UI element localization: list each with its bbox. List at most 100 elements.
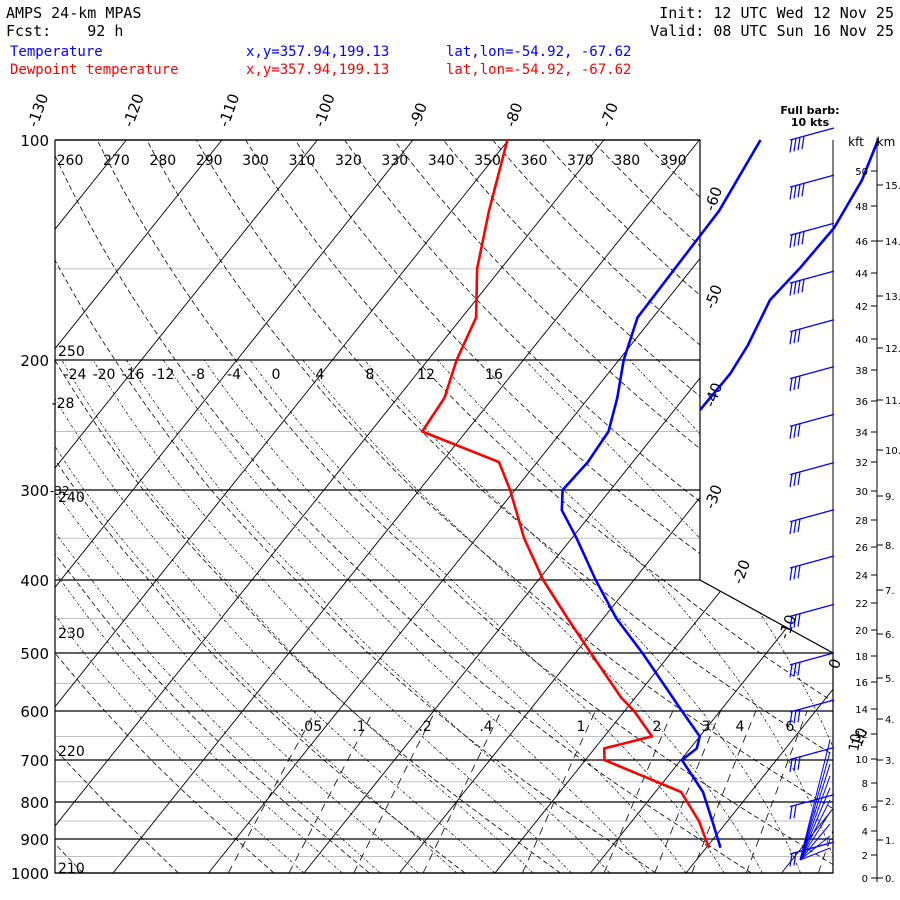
kft-tick-label: 42 (855, 302, 868, 313)
wind-barb (789, 413, 835, 439)
kft-tick-label: 28 (855, 516, 868, 527)
mixing-ratio-label: .05 (300, 719, 322, 735)
moist-adiabat-line (61, 359, 534, 873)
moist-adiabat-label: 0 (272, 367, 281, 383)
kft-tick-label: 8 (862, 779, 868, 790)
pressure-tick-label: 600 (20, 703, 49, 721)
sounding-series (420, 139, 762, 849)
wind-barb-flag (789, 567, 793, 581)
mixing-ratio-line (288, 710, 374, 873)
kft-tick-label: 2 (862, 851, 868, 862)
wind-barb-flag (789, 234, 793, 248)
kft-tick-label: 6 (862, 803, 868, 814)
km-tick-label: 11. (885, 396, 900, 407)
kft-tick-label: 40 (855, 335, 868, 346)
wind-barb-staff (789, 319, 835, 333)
kft-tick-label: 26 (855, 543, 868, 554)
wind-barb-flag (789, 664, 793, 678)
mixing-ratio-line (422, 710, 502, 873)
wind-barb (789, 222, 835, 248)
wind-barb-flag (797, 328, 801, 343)
wind-barb-staff (789, 413, 835, 427)
wind-barb-low (799, 775, 831, 861)
wind-barb-flag (797, 137, 801, 151)
kft-tick-label: 18 (855, 652, 868, 663)
wind-barb-low (799, 835, 831, 861)
wind-barb-flag (797, 232, 801, 246)
wind-barb-flag (793, 566, 797, 580)
kft-label: kft (848, 135, 864, 149)
kft-tick-label: 16 (855, 678, 868, 689)
mixing-ratio-label: 1 (577, 719, 586, 735)
moist-adiabat-line (524, 359, 833, 873)
isotherm-line (494, 140, 833, 873)
isotherm-line (303, 140, 833, 873)
pressure-tick-label: 200 (20, 352, 49, 370)
mixing-ratio-line (227, 710, 316, 873)
height-axis: kft km02468101214161820222426283032343638… (848, 135, 900, 885)
wind-barb-flag (797, 423, 801, 437)
wind-barb-flag (793, 281, 797, 295)
wind-barb (789, 652, 835, 678)
mixing-ratio-label: .4 (479, 719, 492, 735)
wind-barb-staff (789, 127, 835, 141)
legend-temperature-latlon: lat,lon=-54.92, -67.62 (446, 44, 632, 60)
kft-tick-label: 32 (855, 458, 868, 469)
mixing-ratio-line (888, 711, 900, 873)
isotherm-label: -20 (729, 557, 754, 586)
dry-adiabat-label: 270 (103, 153, 130, 169)
km-tick-label: 4. (885, 715, 895, 726)
dry-adiabat-line (55, 140, 275, 873)
kft-tick-label: 14 (855, 705, 868, 716)
wind-barb-staff (789, 270, 835, 284)
dry-adiabat-label-left: 220 (58, 744, 85, 760)
moist-adiabat-label: -16 (122, 367, 145, 383)
wind-barb-flag (793, 710, 797, 724)
legend-dewpoint-name: Dewpoint temperature (10, 62, 179, 78)
dry-adiabat-label: 330 (381, 153, 408, 169)
wind-barb-low (799, 763, 831, 861)
wind-barb (789, 127, 835, 153)
wind-barb-flag (801, 279, 805, 293)
wind-barb-flag (801, 183, 805, 197)
moist-adiabat-line (55, 359, 496, 873)
model-title: AMPS 24-km MPAS (6, 4, 142, 22)
wind-barb-flag (797, 709, 801, 723)
mixing-ratio-line (654, 710, 721, 873)
temperature-line (560, 139, 762, 849)
wind-barb-flag (797, 518, 801, 533)
kft-tick-label: 50 (855, 167, 868, 178)
kft-tick-label: 34 (855, 428, 868, 439)
valid-time: Valid: 08 UTC Sun 16 Nov 25 (650, 22, 894, 40)
wind-barb-flag (793, 852, 797, 866)
dry-adiabat-label: 350 (474, 153, 501, 169)
mixing-ratio-line (603, 710, 674, 873)
wind-barb-flag (789, 378, 793, 392)
wind-barb-flag (797, 280, 801, 294)
isotherm-line (55, 140, 127, 873)
init-time: Init: 12 UTC Wed 12 Nov 25 (659, 4, 894, 22)
wind-barb-flag (789, 186, 793, 200)
wind-barb (789, 270, 835, 296)
wind-barb-staff (789, 746, 835, 761)
wind-barb-flag (789, 282, 793, 296)
wind-barb-flag (789, 615, 793, 629)
forecast-label: Fcst: (6, 22, 52, 40)
mixing-ratio-label: 4 (736, 719, 745, 735)
kft-tick-label: 0 (862, 874, 868, 885)
wind-barb-staff (789, 652, 835, 666)
isotherm-line (208, 140, 796, 873)
dry-adiabat-label: 310 (289, 153, 316, 169)
wind-barb-flag (793, 233, 797, 247)
wind-barb-staff (789, 555, 835, 569)
kft-tick-label: 48 (855, 202, 868, 213)
kft-tick-label: 36 (855, 397, 868, 408)
isotherm-line (55, 140, 509, 873)
wind-barb-flag (797, 471, 801, 486)
km-tick-label: 2. (885, 797, 895, 808)
moist-adiabat-line (55, 359, 419, 873)
dry-adiabat-label: 390 (660, 153, 687, 169)
km-tick-label: 10. (885, 446, 900, 457)
wind-barb-flag (793, 424, 797, 438)
